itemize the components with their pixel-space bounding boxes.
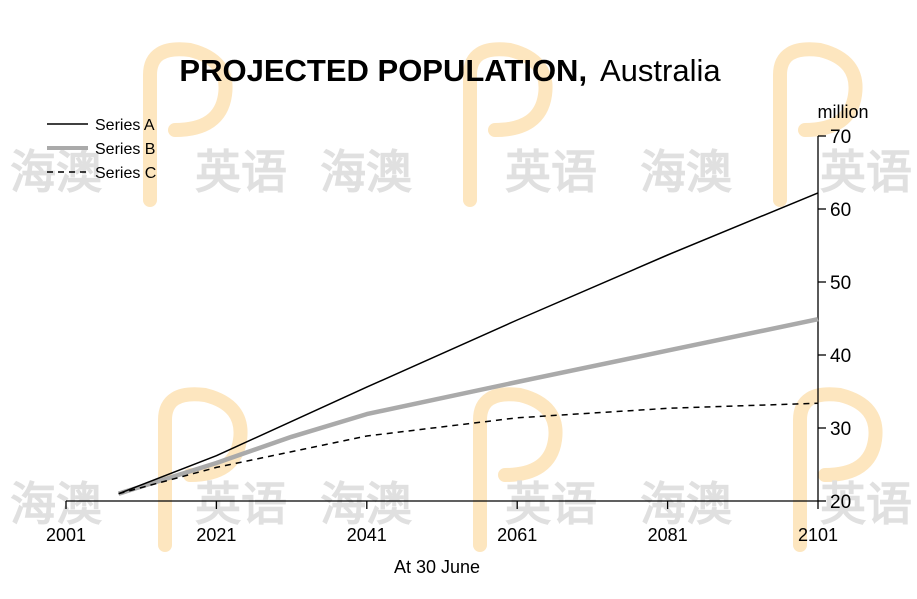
y-tick-label: 20 xyxy=(830,492,851,513)
y-tick-label: 50 xyxy=(830,273,851,294)
chart-title-suffix: Australia xyxy=(600,53,721,88)
legend-label: Series B xyxy=(95,141,155,158)
y-tick-label: 30 xyxy=(830,419,851,440)
series-line-series-c xyxy=(118,402,819,495)
y-axis-ticks: 20 30 40 50 60 70 xyxy=(818,127,851,513)
watermark-word: 英语 xyxy=(820,477,912,531)
watermark-word: 英语 xyxy=(195,145,287,199)
x-tick-label: 2081 xyxy=(648,525,688,545)
legend-label: Series C xyxy=(95,165,156,182)
y-axis-label: million xyxy=(817,102,868,122)
series-line-series-b xyxy=(117,316,819,496)
watermark-word: 英语 xyxy=(505,145,597,199)
chart-title-main: PROJECTED POPULATION, xyxy=(179,53,587,88)
x-axis-ticks: 2001 2021 2041 2061 2081 2101 xyxy=(46,501,838,545)
x-tick-label: 2101 xyxy=(798,525,838,545)
x-tick-label: 2001 xyxy=(46,525,86,545)
watermark-logo xyxy=(143,42,883,552)
y-tick-label: 40 xyxy=(830,346,851,367)
watermark-word: 英语 xyxy=(195,477,287,531)
watermark-word: 海澳 xyxy=(10,145,103,199)
x-tick-label: 2021 xyxy=(196,525,236,545)
legend: Series A Series B Series C xyxy=(47,117,156,182)
x-tick-label: 2061 xyxy=(497,525,537,545)
watermark-word: 英语 xyxy=(820,145,912,199)
series-lines xyxy=(117,192,819,496)
watermark-word: 海澳 xyxy=(320,145,413,199)
watermark-word: 海澳 xyxy=(640,145,733,199)
legend-label: Series A xyxy=(95,117,155,134)
chart-title: PROJECTED POPULATION, Australia xyxy=(179,53,721,88)
watermark-word: 英语 xyxy=(505,477,597,531)
series-line-series-a xyxy=(118,192,819,495)
watermark-word: 海澳 xyxy=(10,477,103,531)
watermark-word: 海澳 xyxy=(640,477,733,531)
y-tick-label: 70 xyxy=(830,127,851,148)
x-axis-label: At 30 June xyxy=(394,557,480,577)
y-tick-label: 60 xyxy=(830,200,851,221)
x-tick-label: 2041 xyxy=(347,525,387,545)
